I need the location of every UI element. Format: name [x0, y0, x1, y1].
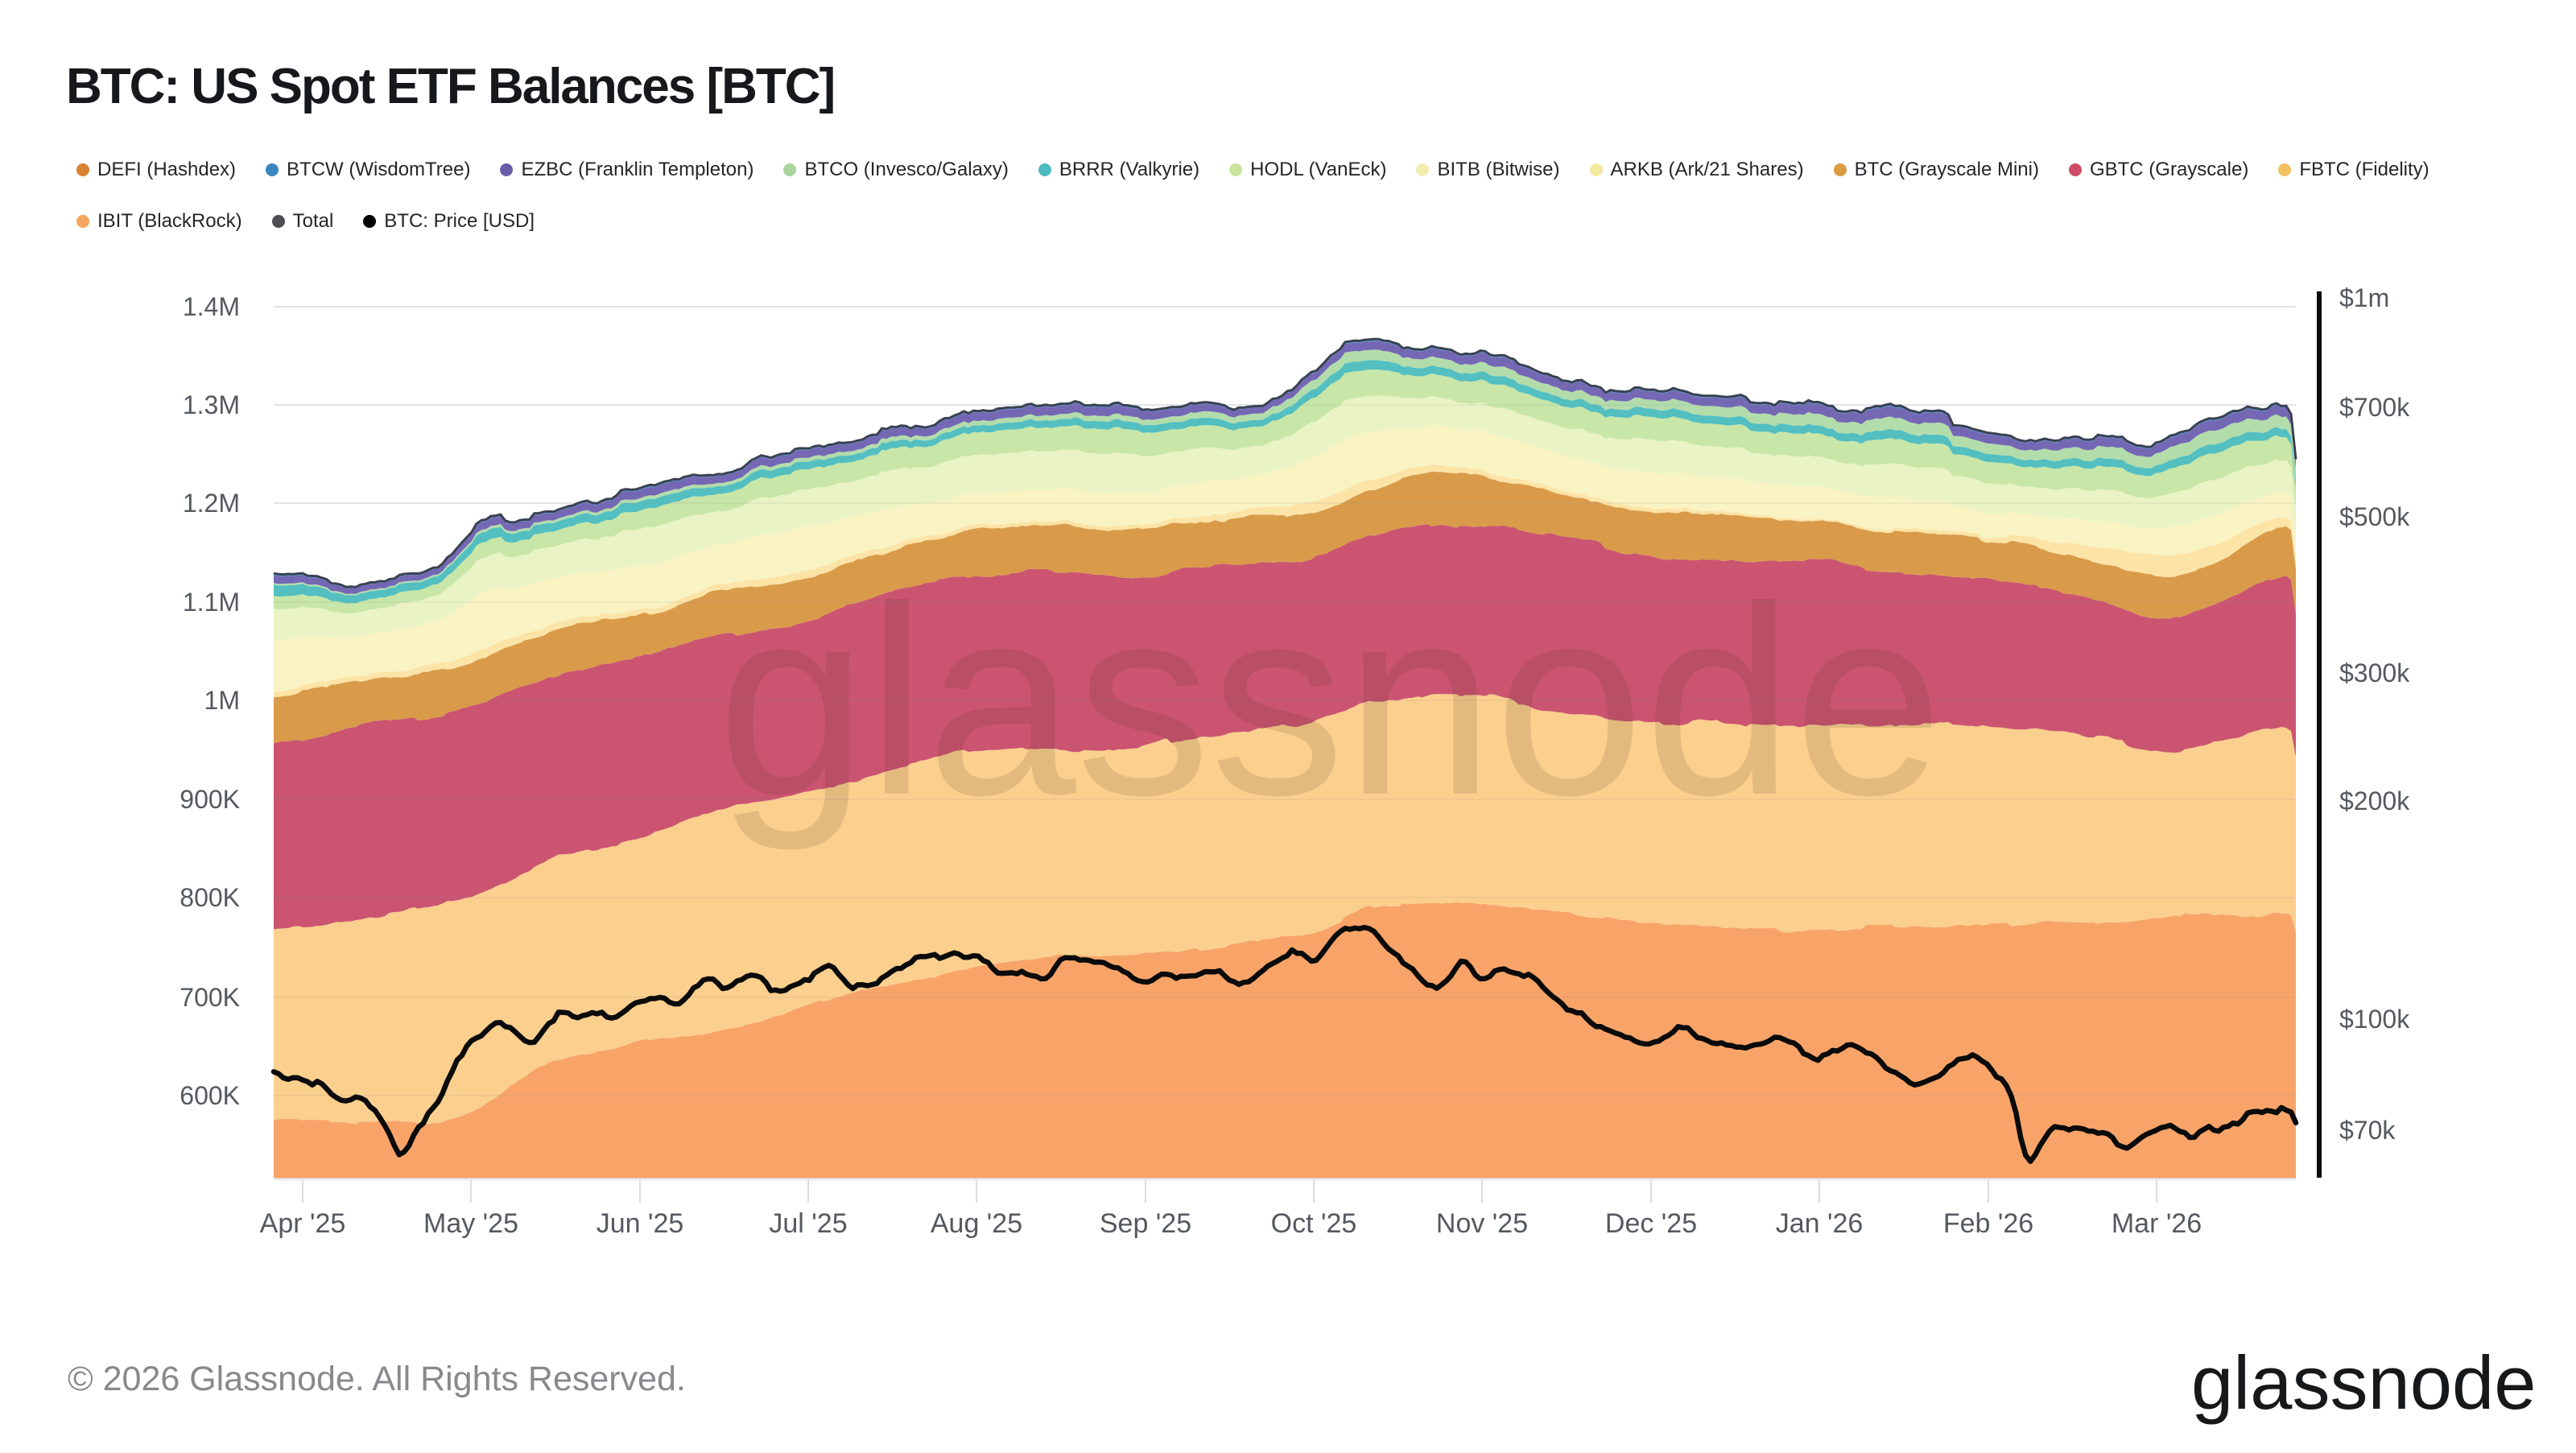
svg-text:1.4M: 1.4M: [183, 292, 240, 321]
svg-text:$200k: $200k: [2339, 786, 2410, 815]
svg-text:1.2M: 1.2M: [183, 489, 240, 518]
svg-text:900K: 900K: [180, 785, 240, 814]
svg-text:Mar '26: Mar '26: [2112, 1208, 2202, 1239]
svg-text:Jun '25: Jun '25: [597, 1208, 684, 1239]
svg-text:1.1M: 1.1M: [183, 588, 240, 617]
svg-text:$500k: $500k: [2339, 502, 2410, 531]
svg-text:$700k: $700k: [2339, 393, 2410, 422]
svg-text:Feb '26: Feb '26: [1943, 1208, 2033, 1239]
svg-text:May '25: May '25: [423, 1208, 518, 1239]
svg-text:Dec '25: Dec '25: [1605, 1208, 1697, 1239]
svg-text:Aug '25: Aug '25: [931, 1208, 1022, 1239]
svg-text:$100k: $100k: [2339, 1005, 2410, 1034]
svg-text:$70k: $70k: [2339, 1116, 2396, 1145]
svg-text:glassnode: glassnode: [717, 551, 1943, 852]
svg-text:1.3M: 1.3M: [183, 390, 240, 419]
svg-text:Apr '25: Apr '25: [260, 1208, 346, 1239]
svg-text:Nov '25: Nov '25: [1436, 1208, 1528, 1239]
svg-text:1M: 1M: [204, 686, 240, 715]
svg-text:600K: 600K: [180, 1081, 240, 1110]
svg-text:Jul '25: Jul '25: [769, 1208, 847, 1239]
svg-text:$300k: $300k: [2339, 658, 2410, 687]
svg-text:Sep '25: Sep '25: [1100, 1208, 1191, 1239]
svg-text:$1m: $1m: [2339, 283, 2389, 312]
svg-text:700K: 700K: [180, 983, 240, 1012]
svg-text:800K: 800K: [180, 883, 240, 912]
svg-text:Jan '26: Jan '26: [1776, 1208, 1864, 1239]
svg-text:Oct '25: Oct '25: [1271, 1208, 1357, 1239]
